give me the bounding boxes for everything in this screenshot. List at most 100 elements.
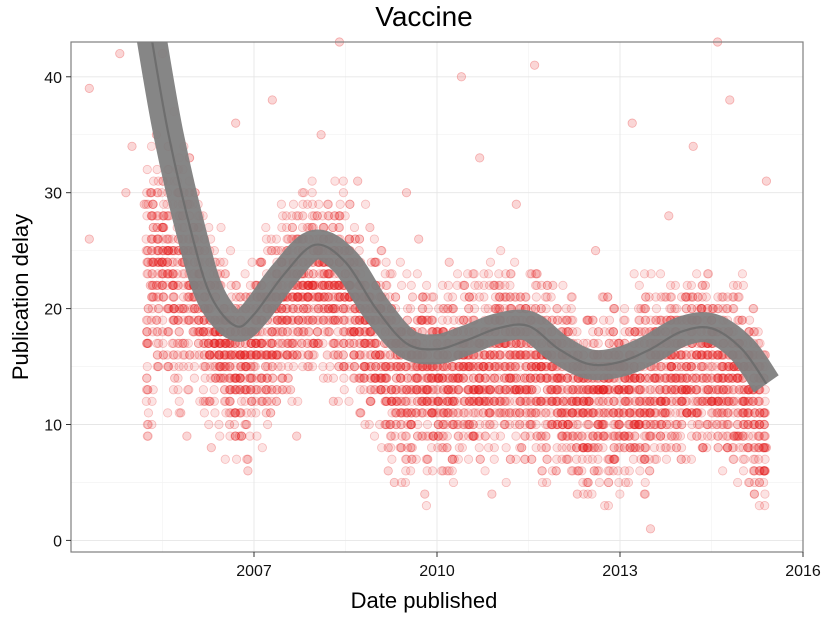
density-point [598, 443, 608, 453]
density-point [733, 292, 743, 302]
density-point [169, 303, 179, 314]
density-point [225, 246, 236, 256]
density-point [572, 327, 582, 337]
density-point [582, 477, 592, 488]
density-point [226, 350, 237, 360]
scatter-point [566, 443, 576, 453]
density-point [224, 408, 234, 418]
density-point [537, 466, 547, 476]
density-point [219, 350, 229, 360]
chart-title: Vaccine [375, 1, 473, 32]
density-point [158, 246, 169, 256]
density-point [489, 419, 499, 430]
scatter-point [383, 443, 393, 453]
density-point [153, 303, 163, 314]
y-axis-title: Publication delay [8, 214, 33, 380]
density-point [152, 222, 162, 233]
density-point [189, 315, 199, 325]
density-point [640, 477, 650, 488]
density-point [178, 292, 189, 302]
density-point [147, 396, 157, 406]
density-point [271, 234, 281, 244]
density-point [173, 315, 183, 325]
density-point [328, 373, 339, 383]
density-point [369, 431, 380, 441]
density-point [167, 280, 177, 291]
scatter-point [444, 257, 454, 267]
density-point [153, 246, 163, 256]
density-point [193, 338, 204, 348]
density-point [204, 327, 214, 337]
scatter-point [706, 396, 717, 406]
scatter-point [84, 83, 94, 93]
density-point [613, 419, 623, 430]
density-point [325, 361, 335, 372]
density-point [169, 315, 179, 325]
density-point [169, 292, 179, 302]
density-point [167, 257, 177, 267]
density-point [304, 327, 314, 337]
density-point [220, 269, 231, 279]
density-point [307, 176, 317, 186]
density-point [163, 234, 173, 244]
density-point [158, 234, 168, 244]
density-point [630, 431, 640, 441]
density-point [211, 373, 221, 383]
density-point [231, 454, 242, 464]
density-point [157, 222, 168, 233]
density-point [364, 419, 374, 430]
density-point [158, 222, 168, 233]
density-point [148, 257, 159, 267]
scatter-point [487, 489, 497, 499]
density-point [164, 303, 174, 314]
density-point [423, 303, 433, 314]
density-point [162, 269, 172, 279]
scatter-point [243, 454, 253, 464]
density-point [147, 292, 157, 302]
density-point [400, 477, 411, 488]
density-point [159, 222, 169, 233]
density-point [692, 269, 702, 279]
density-point [505, 269, 516, 279]
density-point [162, 257, 173, 267]
density-point [215, 257, 225, 267]
density-point [496, 246, 506, 256]
density-point [738, 280, 748, 291]
scatter-point [688, 141, 698, 151]
density-point [168, 292, 178, 302]
x-axis-ticks: 2007 2010 2013 2016 [236, 552, 821, 580]
density-point [184, 292, 194, 302]
density-point [178, 350, 188, 360]
density-point [209, 361, 219, 372]
scatter-point [761, 443, 772, 453]
density-point [532, 269, 542, 279]
density-point [252, 431, 262, 441]
density-point [172, 257, 183, 267]
density-point [158, 211, 168, 221]
density-point [158, 211, 169, 221]
density-point [159, 292, 169, 302]
density-point [143, 338, 153, 348]
density-point [183, 385, 193, 395]
density-point [220, 385, 230, 395]
density-point [153, 211, 163, 221]
density-point [474, 443, 484, 453]
density-point [168, 257, 179, 267]
density-point [566, 303, 576, 314]
density-point [713, 443, 723, 453]
density-point [163, 303, 174, 314]
density-point [169, 315, 179, 325]
scatter-point [164, 246, 174, 256]
density-point [169, 361, 179, 372]
density-point [142, 164, 152, 175]
density-point [214, 350, 224, 360]
density-point [147, 211, 157, 221]
density-point [190, 327, 200, 337]
density-point [168, 338, 179, 348]
density-point [152, 338, 162, 348]
density-point [686, 454, 697, 464]
density-point [199, 327, 209, 337]
density-point [749, 303, 759, 314]
density-point [257, 443, 267, 453]
density-point [189, 361, 200, 372]
